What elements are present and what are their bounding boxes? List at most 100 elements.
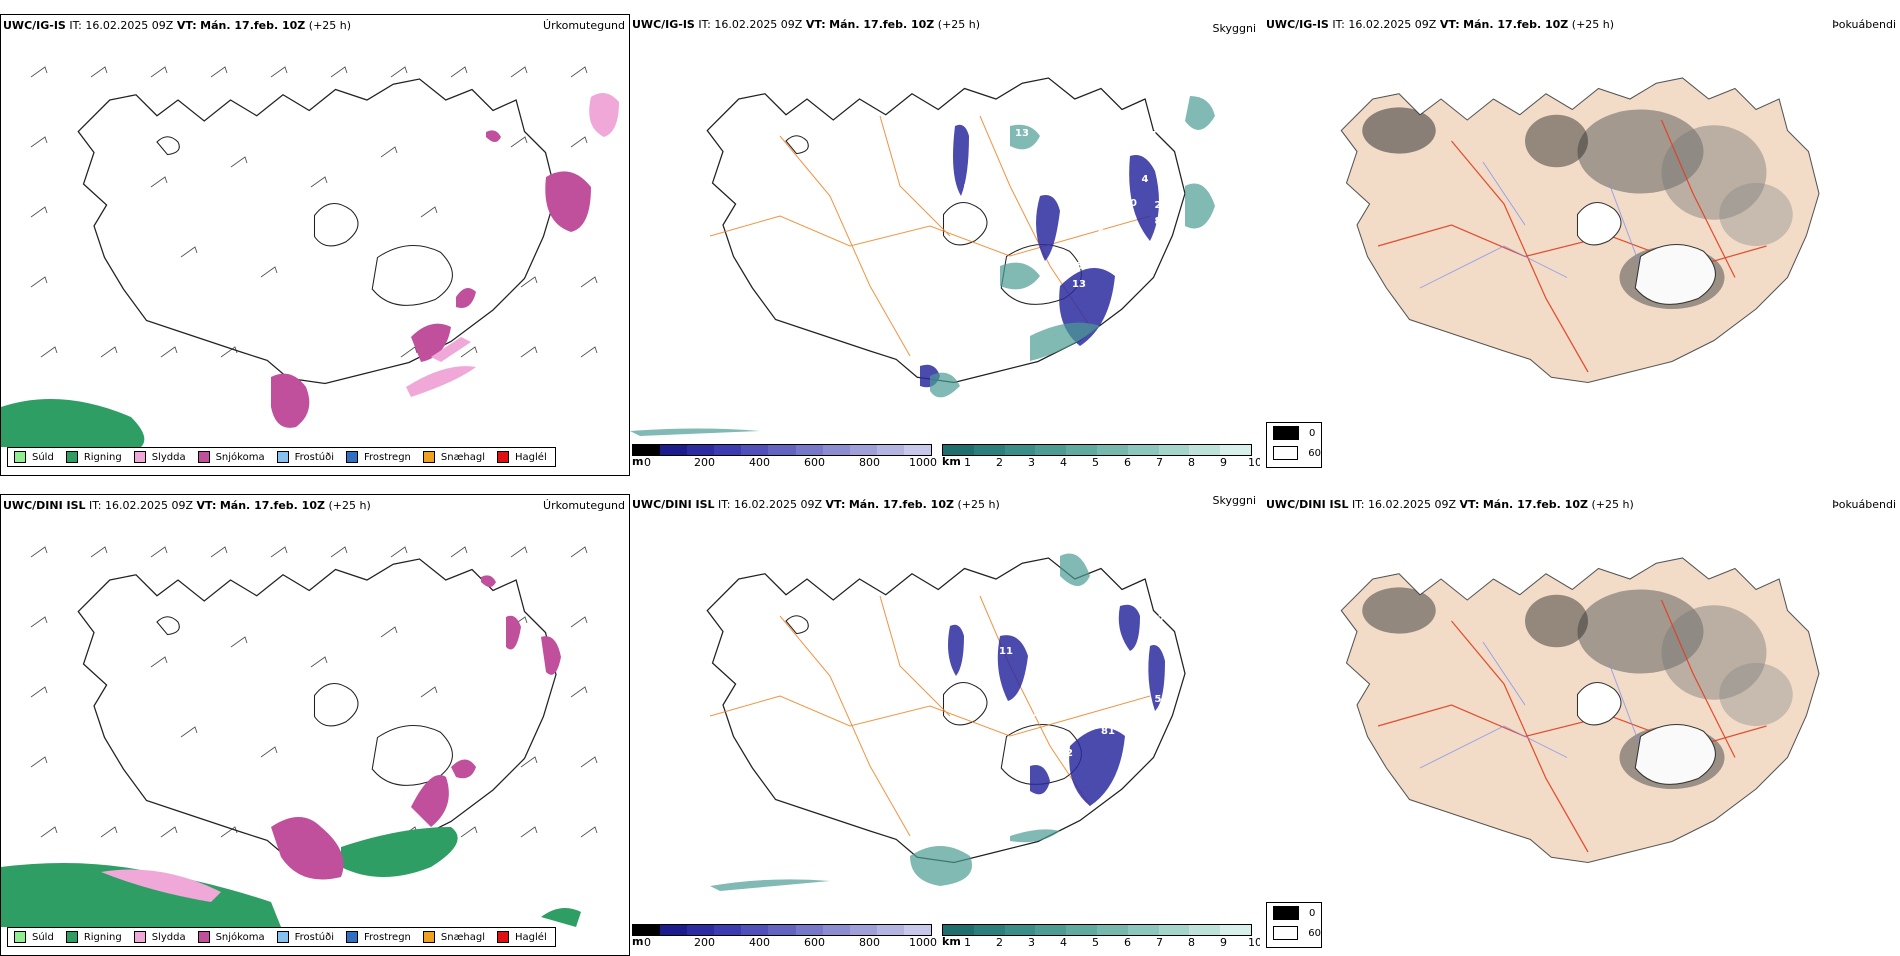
vt-label: VT: <box>176 19 197 32</box>
colorbar-step <box>714 925 742 935</box>
panel-title: Úrkomutegund <box>543 19 625 32</box>
legend-swatch <box>346 931 358 943</box>
run-time: 16.02.2025 09Z <box>714 18 803 31</box>
tick: 4 <box>1060 936 1067 949</box>
visibility-label: 73 <box>950 310 964 321</box>
tick: 6 <box>1124 456 1131 469</box>
legend-item-slydda: Slydda <box>133 451 186 463</box>
colorbar-step <box>1066 445 1097 455</box>
colorbar-step <box>876 925 904 935</box>
legend-swatch <box>65 451 78 463</box>
tick: 400 <box>749 936 770 949</box>
legend-swatch <box>497 931 510 943</box>
iceland-map: 87 33 13 96 5 11 79 66 81 12 15 <box>706 553 1186 891</box>
tick: 0 <box>644 456 651 469</box>
tick: 1000 <box>909 456 937 469</box>
tick: 800 <box>859 936 880 949</box>
visibility-panel-1: UWC/IG-IS IT: 16.02.2025 09Z VT: Mán. 17… <box>630 14 1260 476</box>
fog-legend: 0 60 <box>1266 902 1322 948</box>
legend-label: Rigning <box>83 931 122 943</box>
colorbar-step <box>1004 925 1036 935</box>
colorbar-step <box>1096 925 1128 935</box>
colorbar-step <box>1158 445 1190 455</box>
colorbar-step <box>943 445 974 455</box>
legend-item-snaehagl: Snæhagl <box>422 451 486 463</box>
visibility-label: 76 <box>1105 171 1119 182</box>
precip-type-panel-1: UWC/IG-IS IT: 16.02.2025 09Z VT: Mán. 17… <box>0 14 630 476</box>
fog-legend-row: 0 <box>1267 903 1321 923</box>
legend-item-snaehagl: Snæhagl <box>422 931 486 943</box>
lead-time: (+25 h) <box>937 18 981 31</box>
legend-label: 60 <box>1308 447 1321 459</box>
colorbar-step <box>1158 925 1190 935</box>
panel-title: Skyggni <box>1212 22 1256 35</box>
colorbar-step <box>973 445 1005 455</box>
legend-swatch <box>14 931 26 943</box>
panel-header: UWC/IG-IS IT: 16.02.2025 09Z VT: Mán. 17… <box>632 18 1256 35</box>
model-name: UWC/IG-IS <box>3 19 66 32</box>
legend-swatch <box>276 451 289 463</box>
visibility-label: 92 <box>1105 112 1119 123</box>
tick: 8 <box>1188 936 1195 949</box>
visibility-label: 2 <box>1155 200 1162 211</box>
colorbar-step <box>768 445 796 455</box>
model-name: UWC/DINI ISL <box>1266 498 1349 511</box>
visibility-label: 82 <box>968 324 982 335</box>
vt-label: VT: <box>1459 498 1480 511</box>
run-label: IT: <box>1332 18 1345 31</box>
visibility-label: 11 <box>999 646 1013 657</box>
panel-header: UWC/IG-IS IT: 16.02.2025 09Z VT: Mán. 17… <box>1266 18 1896 34</box>
tick: 3 <box>1028 936 1035 949</box>
legend-swatch <box>197 931 210 943</box>
visibility-label: 8 <box>1155 216 1162 227</box>
legend-swatch <box>1273 906 1299 920</box>
panel-title: Þokuábendi <box>1832 498 1896 511</box>
legend-label: Snæhagl <box>440 931 486 943</box>
run-label: IT: <box>698 18 711 31</box>
colorbar-unit: m <box>632 455 644 468</box>
colorbar-strip <box>632 924 932 936</box>
colorbar-step <box>687 445 715 455</box>
legend-item-snjokoma: Snjókoma <box>197 451 265 463</box>
colorbar-step <box>1035 925 1067 935</box>
precip-legend: Súld Rigning Slydda Snjókoma Frostúði Fr… <box>7 447 556 467</box>
legend-item-sudd: Súld <box>14 451 54 463</box>
fog-legend-row: 0 <box>1267 423 1321 443</box>
colorbar-step <box>1096 445 1128 455</box>
panel-title: Skyggni <box>1212 494 1256 507</box>
tick: 600 <box>804 456 825 469</box>
colorbar-step <box>741 445 769 455</box>
legend-item-sudd: Súld <box>14 931 54 943</box>
colorbar-step <box>714 445 742 455</box>
tick: 1000 <box>909 936 937 949</box>
tick: 9 <box>1220 456 1227 469</box>
legend-label: Slydda <box>151 451 186 463</box>
legend-label: Frostregn <box>364 451 411 463</box>
colorbar-step <box>768 925 796 935</box>
colorbar-step <box>822 445 850 455</box>
colorbar-step <box>1127 445 1159 455</box>
visibility-label: 95 <box>1069 261 1083 272</box>
legend-label: Snæhagl <box>440 451 486 463</box>
legend-swatch <box>422 931 435 943</box>
model-name: UWC/IG-IS <box>1266 18 1329 31</box>
visibility-label: 74 <box>1143 130 1157 141</box>
tick: 5 <box>1092 936 1099 949</box>
model-name: UWC/DINI ISL <box>3 499 86 512</box>
colorbar-step <box>1127 925 1159 935</box>
colorbar-step <box>1004 445 1036 455</box>
colorbar-unit: km <box>942 455 961 468</box>
colorbar-step <box>903 445 932 455</box>
tick: 9 <box>1220 936 1227 949</box>
precip-type-panel-2: UWC/DINI ISL IT: 16.02.2025 09Z VT: Mán.… <box>0 494 630 956</box>
visibility-label: 10 <box>963 183 977 194</box>
visibility-label: 91 <box>1098 228 1112 239</box>
legend-swatch <box>133 931 146 943</box>
colorbar-step <box>822 925 850 935</box>
legend-item-slydda: Slydda <box>133 931 186 943</box>
colorbar-strip <box>632 444 932 456</box>
colorbar-step <box>849 445 877 455</box>
tick: 200 <box>694 456 715 469</box>
model-name: UWC/IG-IS <box>632 18 695 31</box>
legend-swatch <box>197 451 210 463</box>
